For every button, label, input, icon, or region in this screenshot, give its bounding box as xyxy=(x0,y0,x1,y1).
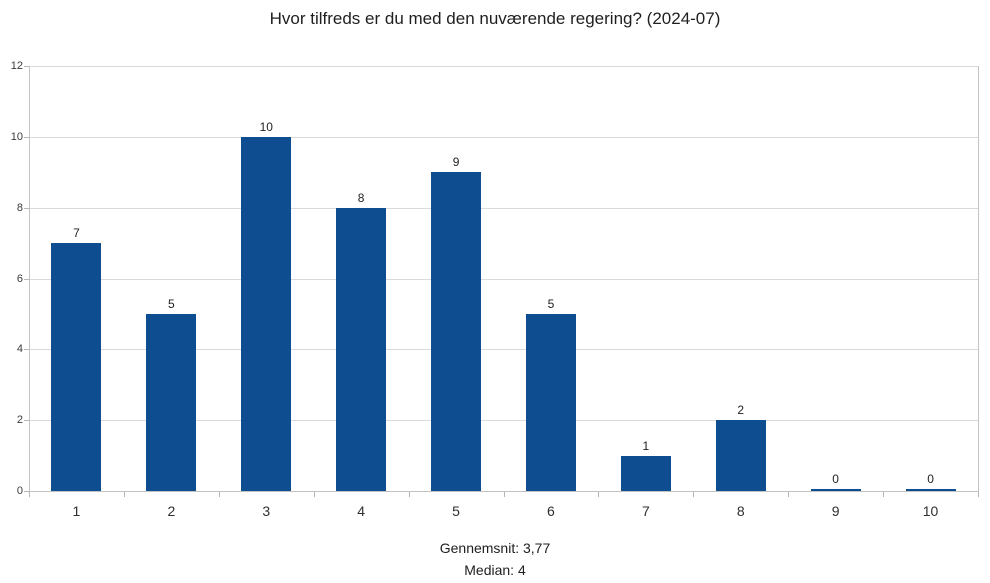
y-axis-tick xyxy=(24,349,29,351)
plot-right-border xyxy=(978,66,979,491)
x-axis-tick xyxy=(598,492,600,497)
bar-value-label: 2 xyxy=(737,403,745,418)
x-axis-label: 4 xyxy=(357,503,366,519)
bar-value-label: 5 xyxy=(547,296,555,311)
chart-title: Hvor tilfreds er du med den nuværende re… xyxy=(269,9,721,28)
bar-value-label: 5 xyxy=(168,296,175,311)
x-axis-tick xyxy=(503,492,505,497)
x-axis-label: 3 xyxy=(262,503,271,519)
footer-mean: Gennemsnit: 3,77 xyxy=(439,540,551,556)
bar-value-label: 1 xyxy=(642,438,650,453)
bar-value-label: 0 xyxy=(832,472,839,486)
x-axis-label: 6 xyxy=(547,503,555,519)
bar-value-label: 0 xyxy=(927,472,934,486)
x-axis-tick xyxy=(693,492,695,497)
x-axis-tick xyxy=(218,492,220,497)
y-axis-tick xyxy=(24,66,29,67)
bar-category-6 xyxy=(525,313,576,491)
y-axis-tick xyxy=(24,420,29,422)
x-axis-tick xyxy=(408,492,410,497)
gridline-y-8 xyxy=(29,207,978,209)
x-axis-label: 7 xyxy=(641,503,650,519)
gridline-y-12 xyxy=(29,66,978,67)
y-axis-tick xyxy=(24,491,29,492)
gridline-y-4 xyxy=(29,349,978,351)
bar-category-2 xyxy=(146,313,197,491)
bar-category-10 xyxy=(905,489,956,491)
footer-median: Median: 4 xyxy=(464,562,526,578)
x-axis-label: 2 xyxy=(167,503,176,519)
gridline-y-6 xyxy=(29,278,978,280)
x-axis-label: 9 xyxy=(831,503,840,519)
x-axis-tick xyxy=(788,492,790,497)
gridline-y-10 xyxy=(29,136,978,138)
y-axis-label: 0 xyxy=(16,485,23,497)
y-axis-label: 10 xyxy=(10,130,23,143)
bar-value-label: 9 xyxy=(452,155,460,170)
x-axis-label: 1 xyxy=(72,503,81,519)
bar-category-3 xyxy=(241,136,292,491)
y-axis-label: 4 xyxy=(16,343,23,356)
bar-value-label: 10 xyxy=(259,119,273,134)
y-axis-tick xyxy=(24,278,29,280)
x-axis-label: 5 xyxy=(452,503,460,519)
bar-category-8 xyxy=(715,420,766,491)
y-axis-label: 6 xyxy=(16,272,23,285)
bar-category-9 xyxy=(810,489,861,491)
x-axis-tick xyxy=(313,492,315,497)
x-axis-tick xyxy=(123,492,125,497)
bar-category-7 xyxy=(620,455,671,491)
bar-value-label: 7 xyxy=(73,226,80,241)
bar-category-1 xyxy=(51,243,102,491)
y-axis-line xyxy=(29,66,30,491)
x-axis-line xyxy=(29,491,979,492)
x-axis-label: 10 xyxy=(922,503,939,519)
x-axis-label: 8 xyxy=(736,503,745,519)
y-axis-label: 8 xyxy=(16,201,23,214)
x-axis-tick xyxy=(29,492,30,497)
bar-category-4 xyxy=(336,207,387,491)
gridline-y-2 xyxy=(29,420,978,422)
y-axis-tick xyxy=(24,136,29,138)
x-axis-tick xyxy=(883,492,885,497)
bar-category-5 xyxy=(431,172,482,491)
y-axis-label: 12 xyxy=(10,60,23,72)
chart-footer: Gennemsnit: 3,77 Median: 4 xyxy=(0,537,990,581)
y-axis-tick xyxy=(24,207,29,209)
y-axis-label: 2 xyxy=(16,414,23,427)
x-axis-tick xyxy=(978,492,979,497)
bar-value-label: 8 xyxy=(357,190,365,205)
